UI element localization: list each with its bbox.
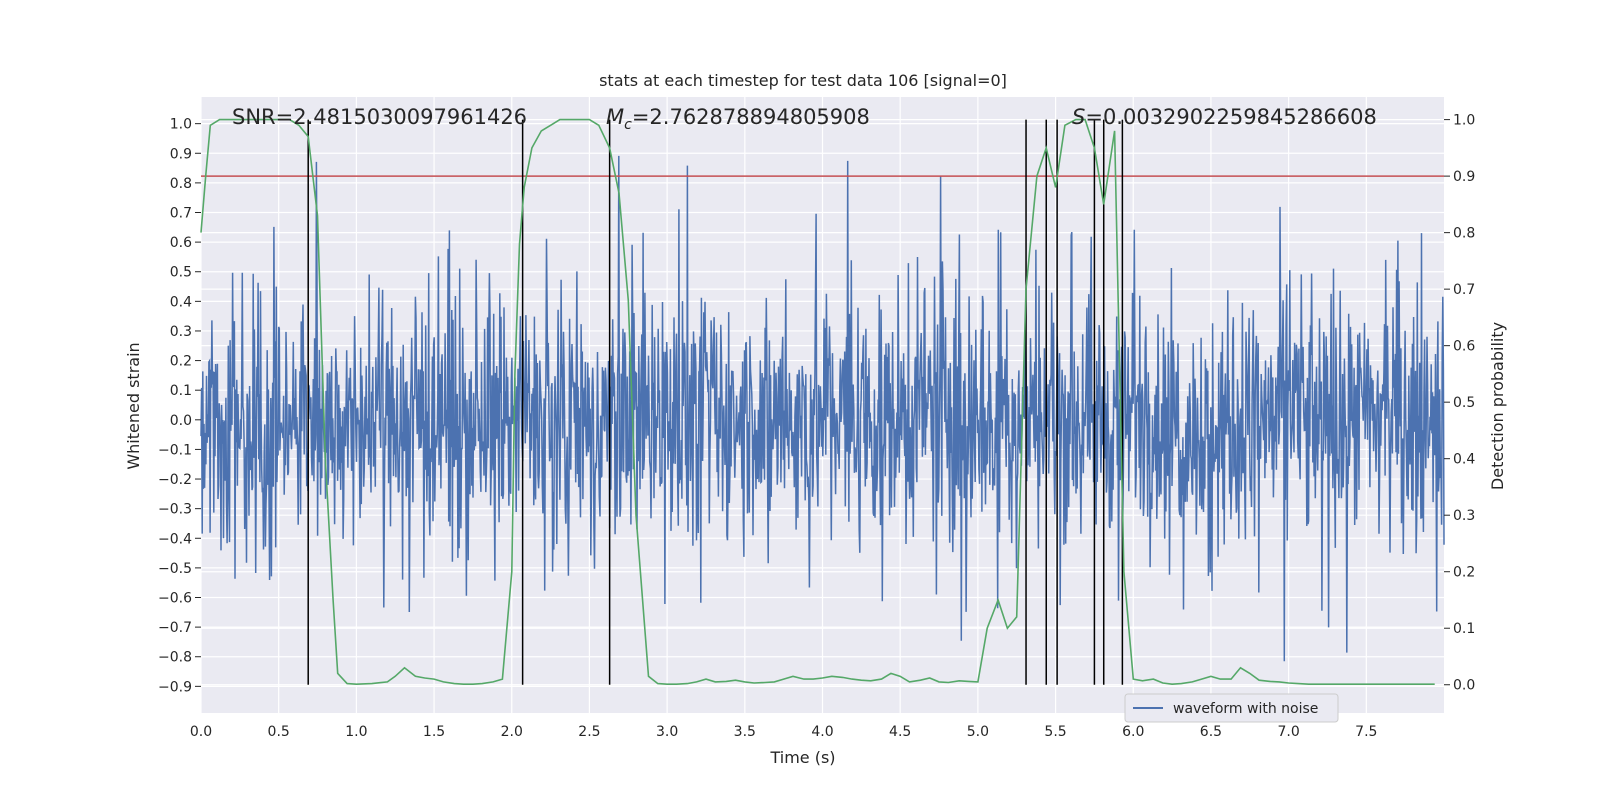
y-tick-label: 0.9 <box>170 146 192 162</box>
x-tick-label: 1.5 <box>423 724 445 740</box>
y-tick-label: −0.6 <box>158 591 192 607</box>
x-tick-label: 4.5 <box>889 724 911 740</box>
y-tick-label: 0.5 <box>170 265 192 281</box>
x-tick-label: 3.0 <box>656 724 678 740</box>
y2-tick-label: 0.0 <box>1453 678 1475 694</box>
y2-axis-title: Detection probability <box>1488 322 1507 490</box>
axes: 0.0 0.5 1.0 1.5 2.0 2.5 3.0 3.5 4.0 4.5 5.0 5.5 6.0 6… <box>158 113 1475 740</box>
y2-tick-label: 0.7 <box>1453 282 1475 298</box>
x-tick-label: 0.0 <box>190 724 212 740</box>
series <box>200 155 1445 662</box>
x-tick-label: 7.0 <box>1277 724 1299 740</box>
s-symbol: S <box>1072 105 1085 129</box>
legend-box <box>1124 693 1339 723</box>
y-tick-label: 1.0 <box>170 117 192 133</box>
legend-label: waveform with noise <box>1173 701 1318 717</box>
y-tick-label: −0.5 <box>158 561 192 577</box>
x-tick-label: 3.5 <box>734 724 756 740</box>
snr-annotation: SNR=2.4815030097961426 <box>232 105 527 129</box>
overlays <box>200 118 1444 686</box>
y-tick-label: 0.0 <box>170 413 192 429</box>
x-axis-title: Time (s) <box>769 748 835 767</box>
s-annotation: S=0.0032902259845286608 <box>1072 105 1377 129</box>
y-tick-label: 0.7 <box>170 206 192 222</box>
y-tick-label: −0.4 <box>158 531 192 547</box>
y-tick-label: 0.3 <box>170 324 192 340</box>
x-tick-label: 6.5 <box>1200 724 1222 740</box>
y2-tick-label: 0.1 <box>1453 621 1475 637</box>
waveform-line <box>200 155 1445 662</box>
y-tick-label: 0.6 <box>170 235 192 251</box>
y-tick-label: −0.1 <box>158 442 192 458</box>
chirp-mass-subscript: c <box>624 117 632 133</box>
y2-tick-label: 0.3 <box>1453 508 1475 524</box>
x-tick-label: 1.0 <box>345 724 367 740</box>
chirp-mass-symbol: M <box>606 105 624 129</box>
y2-tick-label: 0.5 <box>1453 395 1475 411</box>
x-tick-label: 7.5 <box>1355 724 1377 740</box>
y-tick-label: 0.8 <box>170 176 192 192</box>
chirp-mass-value: =2.762878894805908 <box>632 105 870 129</box>
legend: waveform with noise <box>1124 693 1339 723</box>
y-tick-label: 0.1 <box>170 383 192 399</box>
y-tick-label: −0.9 <box>158 679 192 695</box>
y2-tick-label: 1.0 <box>1453 113 1475 129</box>
x-tick-label: 2.5 <box>578 724 600 740</box>
y-axis-title: Whitened strain <box>124 342 143 469</box>
y-tick-label: 0.2 <box>170 354 192 370</box>
s-value: =0.0032902259845286608 <box>1085 105 1377 129</box>
y2-tick-label: 0.2 <box>1453 565 1475 581</box>
x-tick-label: 5.5 <box>1044 724 1066 740</box>
y2-tick-label: 0.4 <box>1453 452 1475 468</box>
y-tick-label: −0.8 <box>158 650 192 666</box>
x-tick-label: 6.0 <box>1122 724 1144 740</box>
x-tick-label: 0.5 <box>268 724 290 740</box>
y2-tick-label: 0.6 <box>1453 339 1475 355</box>
y-tick-label: 0.4 <box>170 294 192 310</box>
y-tick-label: −0.2 <box>158 472 192 488</box>
detection-probability-line <box>200 118 1435 686</box>
x-tick-label: 4.0 <box>811 724 833 740</box>
y-tick-label: −0.3 <box>158 502 192 518</box>
y-tick-label: −0.7 <box>158 620 192 636</box>
chart-title: stats at each timestep for test data 106… <box>599 71 1007 90</box>
chirp-mass-annotation: Mc=2.762878894805908 <box>606 105 870 133</box>
y2-tick-label: 0.9 <box>1453 169 1475 185</box>
x-tick-label: 2.0 <box>501 724 523 740</box>
x-tick-label: 5.0 <box>967 724 989 740</box>
y2-tick-label: 0.8 <box>1453 226 1475 242</box>
